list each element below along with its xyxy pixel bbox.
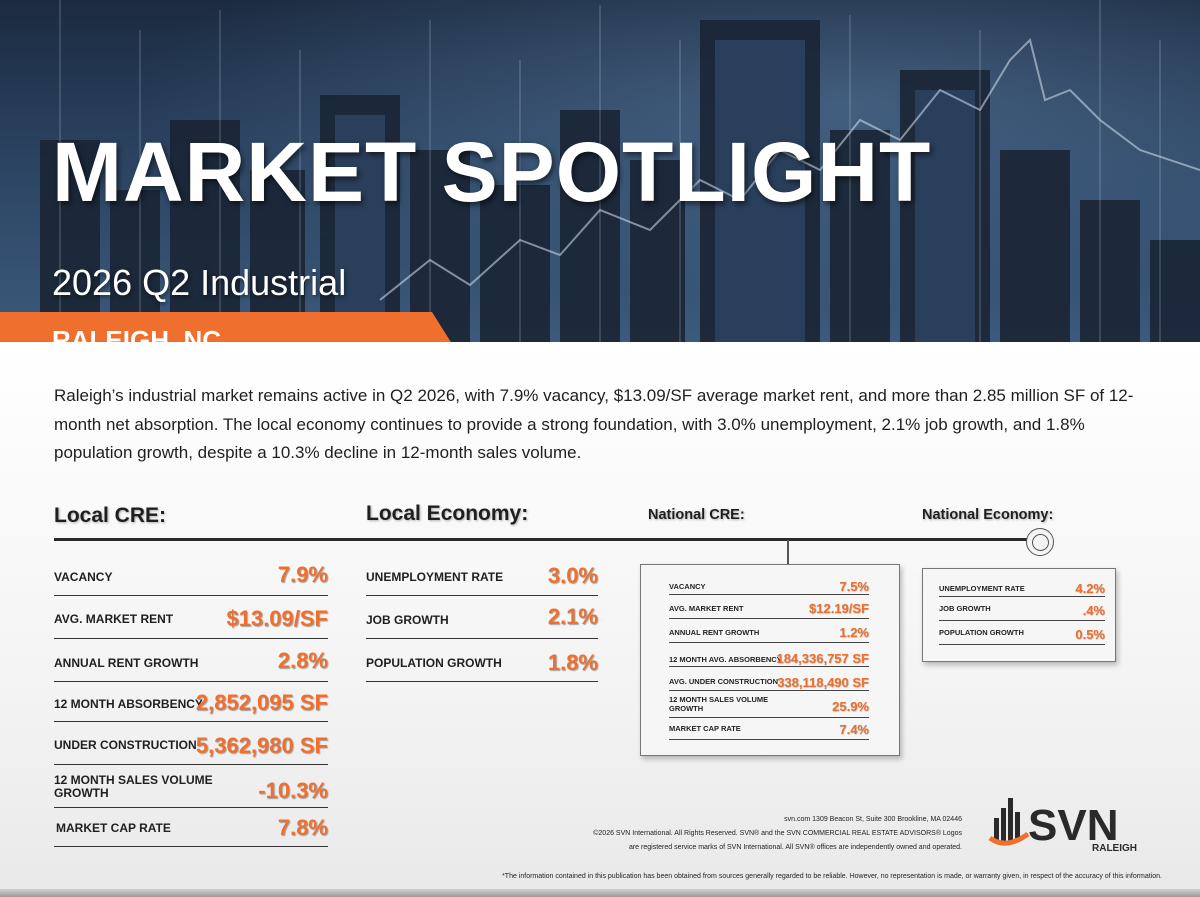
- local-cre-row-rent-growth: ANNUAL RENT GROWTH 2.8%: [54, 644, 328, 682]
- metric-value: 5,362,980 SF: [195, 733, 328, 758]
- bottom-bar: [0, 889, 1200, 897]
- metric-value: 2.8%: [277, 648, 328, 673]
- metric-label: 12 MONTH SALES VOLUME GROWTH: [669, 695, 769, 713]
- metric-label: 12 MONTH SALES VOLUME GROWTH: [54, 773, 213, 800]
- national-cre-row-rent-growth: ANNUAL RENT GROWTH 1.2%: [669, 621, 869, 643]
- footer-copyright: ©2026 SVN International. All Rights Rese…: [593, 830, 962, 837]
- metric-label: 12 MONTH AVG. ABSORBENCY: [669, 655, 782, 664]
- local-cre-row-absorbency: 12 MONTH ABSORBENCY 2,852,095 SF: [54, 684, 328, 722]
- metric-label: AVG. MARKET RENT: [54, 612, 174, 626]
- metric-value: 7.8%: [277, 815, 328, 840]
- national-cre-row-absorbency: 12 MONTH AVG. ABSORBENCY 184,336,757 SF: [669, 645, 869, 667]
- national-economy-heading: National Economy:: [922, 507, 1054, 523]
- metric-label: MARKET CAP RATE: [669, 724, 741, 733]
- national-economy-row-job-growth: JOB GROWTH .4%: [939, 599, 1105, 621]
- metric-value: 1.2%: [839, 625, 869, 640]
- footer-trademark: are registered service marks of SVN Inte…: [628, 844, 962, 851]
- local-economy-row-population: POPULATION GROWTH 1.8%: [366, 644, 598, 682]
- divider-connector: [787, 540, 789, 566]
- svn-logo-icon: SVN: [988, 798, 1118, 850]
- metric-label: JOB GROWTH: [939, 604, 991, 613]
- national-cre-row-construction: AVG. UNDER CONSTRUCTION 338,118,490 SF: [669, 669, 869, 691]
- metric-label: AVG. MARKET RENT: [669, 604, 744, 613]
- target-circle-icon: [1026, 528, 1054, 556]
- metric-value: .4%: [1082, 603, 1105, 618]
- national-cre-row-sales-volume: 12 MONTH SALES VOLUME GROWTH 25.9%: [669, 693, 869, 718]
- metric-label: VACANCY: [54, 570, 113, 584]
- metric-label: ANNUAL RENT GROWTH: [54, 656, 199, 670]
- metric-value: 338,118,490 SF: [777, 675, 869, 690]
- metric-label: MARKET CAP RATE: [56, 821, 171, 835]
- metric-label: POPULATION GROWTH: [366, 656, 502, 670]
- metric-label: UNEMPLOYMENT RATE: [939, 584, 1025, 593]
- national-cre-row-vacancy: VACANCY 7.5%: [669, 573, 869, 595]
- local-cre-row-cap-rate: MARKET CAP RATE 7.8%: [54, 812, 328, 847]
- local-cre-row-construction: UNDER CONSTRUCTION 5,362,980 SF: [54, 727, 328, 765]
- metric-label: ANNUAL RENT GROWTH: [669, 628, 760, 637]
- city-skyline-image: [40, 0, 1200, 342]
- metric-value: $12.19/SF: [809, 601, 869, 616]
- metric-label: POPULATION GROWTH: [939, 628, 1024, 637]
- local-cre-row-sales-volume: 12 MONTH SALES VOLUME GROWTH -10.3%: [54, 770, 328, 808]
- national-cre-heading: National CRE:: [648, 507, 745, 523]
- metric-value: $13.09/SF: [226, 606, 328, 631]
- footer-address: svn.com 1309 Beacon St, Suite 300 Brookl…: [784, 816, 962, 823]
- metric-value: 2.1%: [547, 604, 598, 629]
- local-cre-heading: Local CRE:: [54, 504, 167, 527]
- national-economy-row-population: POPULATION GROWTH 0.5%: [939, 623, 1105, 645]
- section-divider: [54, 538, 1040, 541]
- local-cre-row-rent: AVG. MARKET RENT $13.09/SF: [54, 601, 328, 639]
- national-cre-row-cap-rate: MARKET CAP RATE 7.4%: [669, 720, 869, 740]
- local-economy-heading: Local Economy:: [366, 502, 529, 525]
- metric-label: VACANCY: [669, 582, 706, 591]
- hero-banner: MARKET SPOTLIGHT 2026 Q2 Industrial: [0, 0, 1200, 342]
- metric-value: 7.4%: [839, 722, 869, 737]
- logo-wordmark: SVN: [1028, 801, 1118, 850]
- metric-value: 4.2%: [1075, 581, 1105, 596]
- metric-label: UNEMPLOYMENT RATE: [366, 570, 504, 584]
- metric-value: 0.5%: [1075, 627, 1105, 642]
- report-period: 2026 Q2 Industrial: [52, 262, 347, 303]
- summary-paragraph: Raleigh’s industrial market remains acti…: [54, 386, 1134, 462]
- page-title: MARKET SPOTLIGHT: [52, 125, 932, 219]
- metric-value: 25.9%: [832, 699, 869, 714]
- national-cre-row-rent: AVG. MARKET RENT $12.19/SF: [669, 597, 869, 619]
- metric-value: 7.5%: [839, 579, 869, 594]
- metric-label: UNDER CONSTRUCTION: [54, 738, 197, 752]
- local-economy-row-job-growth: JOB GROWTH 2.1%: [366, 601, 598, 639]
- metric-value: 184,336,757 SF: [776, 651, 869, 666]
- metric-label: AVG. UNDER CONSTRUCTION: [669, 677, 779, 686]
- local-cre-row-vacancy: VACANCY 7.9%: [54, 558, 328, 596]
- metric-value: 7.9%: [277, 562, 328, 587]
- national-economy-row-unemployment: UNEMPLOYMENT RATE 4.2%: [939, 575, 1105, 597]
- local-economy-row-unemployment: UNEMPLOYMENT RATE 3.0%: [366, 558, 598, 596]
- metric-label: JOB GROWTH: [366, 613, 449, 627]
- national-economy-panel: UNEMPLOYMENT RATE 4.2% JOB GROWTH .4% PO…: [922, 568, 1116, 662]
- metric-value: -10.3%: [258, 778, 328, 803]
- disclaimer-text: *The information contained in this publi…: [502, 873, 1162, 880]
- metric-label: 12 MONTH ABSORBENCY: [54, 697, 203, 711]
- metric-value: 1.8%: [547, 650, 598, 675]
- metric-value: 3.0%: [547, 563, 598, 588]
- metric-value: 2,852,095 SF: [195, 690, 328, 715]
- national-cre-panel: VACANCY 7.5% AVG. MARKET RENT $12.19/SF …: [640, 564, 900, 756]
- logo-city: RALEIGH: [1092, 843, 1137, 854]
